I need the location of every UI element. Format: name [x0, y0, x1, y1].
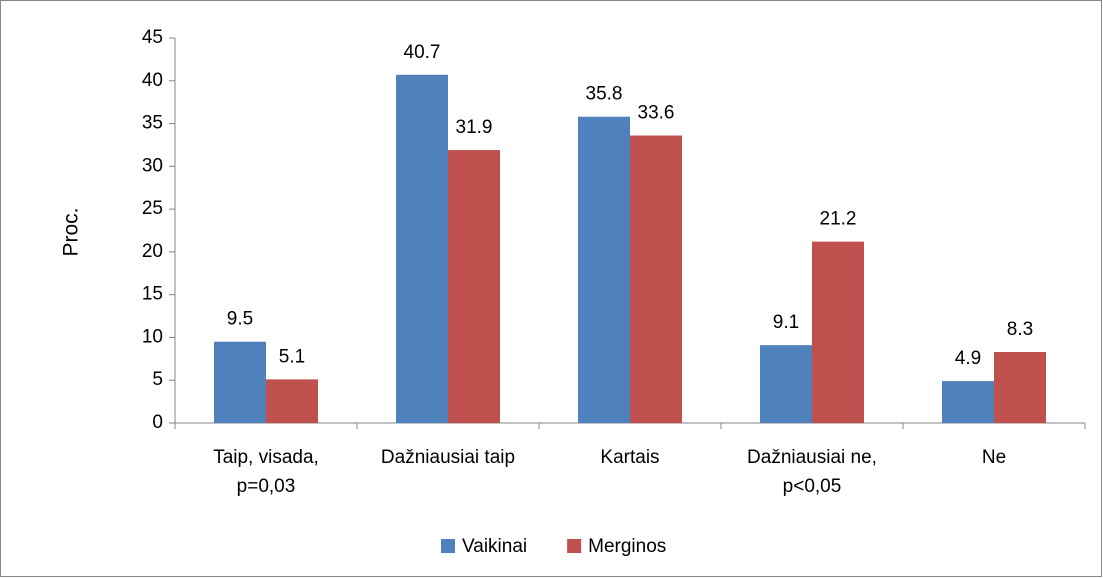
bar: [448, 150, 500, 424]
legend-swatch: [441, 539, 455, 553]
x-tick-label: Dažniausiai ne, p<0,05: [747, 447, 877, 497]
x-tick-label: Dažniausiai taip: [381, 447, 515, 468]
data-label: 21.2: [820, 209, 857, 230]
data-label: 33.6: [638, 103, 675, 124]
x-tick-label: Taip, visada, p=0,03: [213, 447, 319, 497]
bar: [812, 241, 864, 423]
y-tick-label: 40: [142, 70, 163, 91]
x-tick-label: Kartais: [600, 447, 659, 468]
bar: [942, 381, 994, 423]
bar: [396, 74, 448, 424]
data-label: 40.7: [404, 42, 441, 63]
bar: [760, 345, 812, 423]
legend-label: Vaikinai: [462, 536, 527, 557]
bar: [994, 351, 1046, 423]
data-label: 8.3: [1007, 319, 1033, 340]
y-tick-label: 45: [142, 27, 163, 48]
y-tick-label: 30: [142, 155, 163, 176]
bar: [578, 116, 630, 423]
y-tick-label: 10: [142, 326, 163, 347]
y-tick-label: 5: [152, 369, 163, 390]
y-tick-label: 15: [142, 284, 163, 305]
y-tick-label: 35: [142, 113, 163, 134]
legend-swatch: [567, 539, 582, 553]
data-label: 35.8: [586, 84, 623, 105]
data-label: 9.1: [773, 312, 799, 333]
legend-label: Merginos: [588, 536, 666, 557]
data-label: 5.1: [279, 346, 305, 367]
data-label: 31.9: [456, 117, 493, 138]
bar: [630, 135, 682, 424]
data-label: 4.9: [955, 348, 981, 369]
y-axis-label: Proc.: [60, 207, 83, 256]
y-tick-label: 20: [142, 241, 163, 262]
x-tick-label: Ne: [982, 447, 1006, 468]
data-label: 9.5: [227, 309, 253, 330]
bar: [214, 341, 266, 423]
y-tick-label: 0: [152, 412, 163, 433]
bar: [266, 379, 318, 423]
y-tick-label: 25: [142, 198, 163, 219]
